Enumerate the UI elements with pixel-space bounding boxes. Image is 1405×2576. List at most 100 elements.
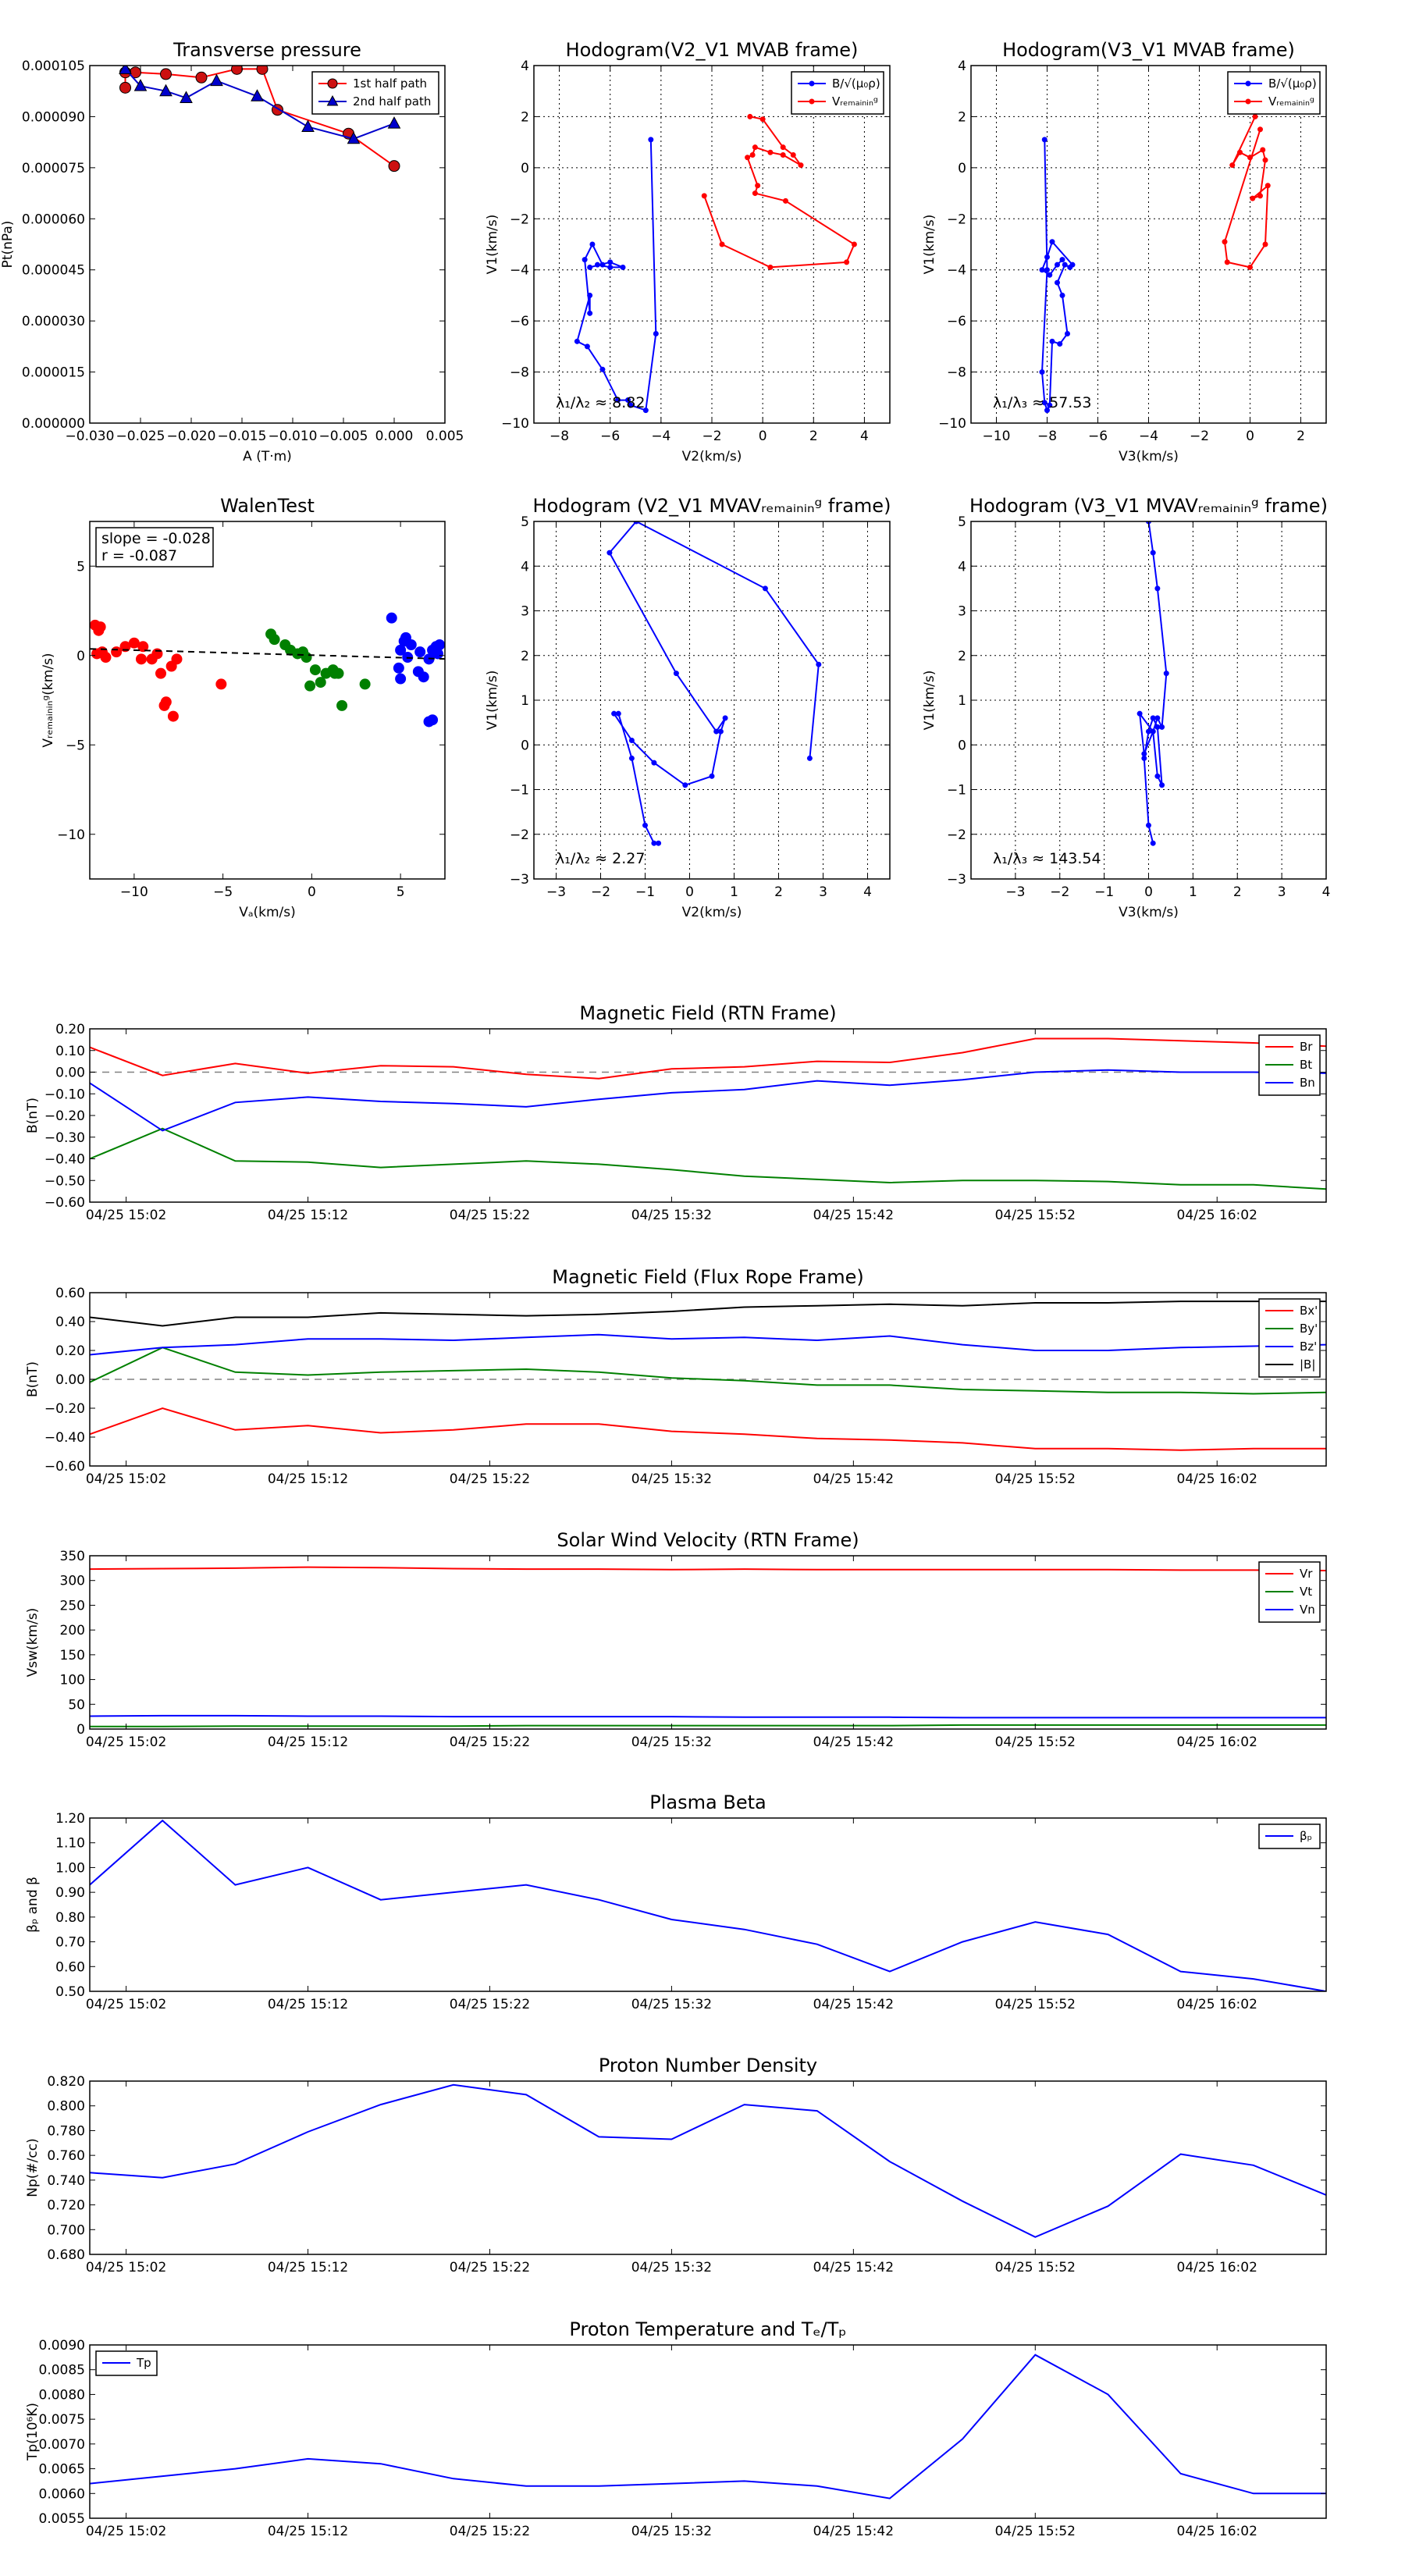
solar-wind-velocity-title: Solar Wind Velocity (RTN Frame) <box>557 1529 859 1551</box>
y-tick-label: 0.10 <box>55 1044 85 1059</box>
walen-test-point <box>167 710 179 722</box>
hodogram-v3v1-mvab-point <box>1049 239 1055 245</box>
x-tick-label: 04/25 15:12 <box>268 2524 348 2539</box>
walen-test-point <box>329 667 340 679</box>
legend-label: Vᵣₑₘₐᵢₙᵢₙᵍ <box>832 94 878 109</box>
hodogram-v2v1-mvab-point <box>599 366 606 372</box>
proton-temperature-chart: 04/25 15:02 04/25 15:12 04/25 15:22 04/25 1… <box>25 2318 1327 2539</box>
hodogram-v2v1-mvav-point <box>628 755 635 761</box>
transverse-pressure-point <box>119 81 131 94</box>
y-tick-label: 4 <box>958 59 966 74</box>
hodogram-v3v1-mvav-point <box>1150 550 1156 556</box>
x-tick-label: 0.000 <box>375 429 414 444</box>
magnetic-field-flux-rope-series-3-line <box>90 1300 1326 1327</box>
y-tick-label: −4 <box>510 263 529 279</box>
legend-label: B/√(μ₀ρ) <box>1268 76 1317 91</box>
x-tick-label: 04/25 15:12 <box>268 1735 348 1750</box>
hodogram-v2v1-mvab-point <box>587 292 593 298</box>
magnetic-field-flux-rope-series-0-line <box>90 1407 1326 1451</box>
transverse-pressure-point <box>133 79 148 91</box>
magnetic-field-flux-rope-series-2-line <box>90 1333 1326 1356</box>
walen-test-axes-frame <box>89 521 446 880</box>
x-tick-label: 04/25 15:42 <box>813 1208 894 1223</box>
x-tick-label: 0 <box>1246 429 1254 444</box>
legend-label: By' <box>1300 1322 1318 1336</box>
x-tick-label: 04/25 16:02 <box>1177 1208 1257 1223</box>
y-tick-label: 0 <box>521 161 529 176</box>
solar-wind-velocity-ylabel: Vsw(km/s) <box>25 1608 41 1678</box>
legend-label: 2nd half path <box>353 94 431 109</box>
magnetic-field-rtn-legend: Br Bt Bn <box>1258 1034 1321 1096</box>
legend-label: Bx' <box>1300 1304 1318 1318</box>
transverse-pressure-axes-frame <box>89 65 446 424</box>
y-tick-label: 5 <box>521 514 529 530</box>
x-tick-label: −2 <box>1050 884 1069 900</box>
plasma-beta-axes-frame <box>89 1817 1327 1992</box>
magnetic-field-flux-rope-legend: Bx' By' Bz' |B| <box>1258 1298 1321 1378</box>
y-tick-label: 0.0055 <box>39 2511 85 2527</box>
y-tick-label: 0.000075 <box>22 161 85 176</box>
y-tick-label: 5 <box>76 559 85 575</box>
hodogram-v2v1-mvab-point <box>759 116 766 123</box>
legend-label: Vr <box>1300 1567 1313 1581</box>
walen-test-point <box>359 678 371 690</box>
hodogram-v3v1-mvab-point <box>1065 331 1070 336</box>
x-tick-label: 04/25 15:52 <box>995 1208 1076 1223</box>
y-tick-label: 3 <box>521 604 529 620</box>
hodogram-v2v1-mvab-point <box>587 310 593 316</box>
y-tick-label: 0.680 <box>47 2247 85 2263</box>
walen-test-point <box>158 699 170 711</box>
walen-test-point <box>309 664 321 676</box>
hodogram-v3v1-mvab-point <box>1049 338 1055 344</box>
hodogram-v2v1-mvab-point <box>614 397 621 404</box>
legend-label: Vᵣₑₘₐᵢₙᵢₙᵍ <box>1268 94 1314 109</box>
hodogram-v3v1-mvab-point <box>1237 149 1243 155</box>
y-tick-label: −10 <box>57 827 85 843</box>
y-tick-label: −1 <box>510 783 529 799</box>
walen-test-point <box>395 673 407 685</box>
y-tick-label: 250 <box>60 1598 85 1614</box>
y-tick-label: 0.60 <box>55 1286 85 1301</box>
hodogram-v3v1-mvab-point <box>1041 137 1048 143</box>
hodogram-v3v1-mvav-point <box>1146 822 1151 828</box>
hodogram-v3v1-mvab-point <box>1055 279 1060 286</box>
y-tick-label: 0 <box>76 1722 85 1738</box>
hodogram-v3v1-mvav-xlabel: V3(km/s) <box>1119 905 1179 920</box>
x-tick-label: −0.015 <box>218 429 267 444</box>
y-tick-label: −0.60 <box>44 1195 85 1211</box>
transverse-pressure-point <box>210 73 223 87</box>
x-tick-label: 04/25 15:32 <box>631 2524 712 2539</box>
x-tick-label: 2 <box>1233 884 1242 900</box>
walen-test-point <box>155 667 166 679</box>
y-tick-label: −2 <box>947 212 966 227</box>
y-tick-label: 0.50 <box>55 1984 85 2000</box>
y-tick-label: 1.20 <box>55 1811 85 1827</box>
x-tick-label: 4 <box>860 429 869 444</box>
y-tick-label: 0.000090 <box>22 109 85 125</box>
walen-test-point <box>398 635 410 647</box>
y-tick-label: 0.720 <box>47 2198 85 2214</box>
walen-test-point <box>386 612 397 624</box>
magnetic-field-rtn-series-2-line <box>90 1069 1326 1132</box>
walen-test-point <box>111 646 123 658</box>
x-tick-label: 04/25 15:52 <box>995 2260 1076 2275</box>
hodogram-v2v1-mvav-point <box>615 710 621 717</box>
hodogram-v3v1-mvav-point <box>1150 715 1156 721</box>
hodogram-v3v1-mvab-point <box>1257 193 1263 199</box>
walen-test-xlabel: Vₐ(km/s) <box>239 905 296 920</box>
x-tick-label: −6 <box>600 429 620 444</box>
x-tick-label: −0.025 <box>116 429 165 444</box>
walen-test-point <box>418 671 429 683</box>
x-tick-label: 04/25 15:42 <box>813 2524 894 2539</box>
y-tick-label: −2 <box>510 827 529 843</box>
x-tick-label: 04/25 15:42 <box>813 2260 894 2275</box>
x-tick-label: −1 <box>1094 884 1114 900</box>
hodogram-v3v1-mvab-point <box>1039 369 1045 375</box>
walen-test-title: WalenTest <box>220 495 315 517</box>
hodogram-v2v1-mvav-annotation: λ₁/λ₂ ≈ 2.27 <box>556 850 645 867</box>
transverse-pressure-point <box>256 66 269 75</box>
x-tick-label: 4 <box>863 884 872 900</box>
plasma-beta-series-0-line <box>90 1819 1326 1991</box>
y-tick-label: 0.000030 <box>22 314 85 329</box>
hodogram-v3v1-mvab-point <box>1059 257 1065 263</box>
